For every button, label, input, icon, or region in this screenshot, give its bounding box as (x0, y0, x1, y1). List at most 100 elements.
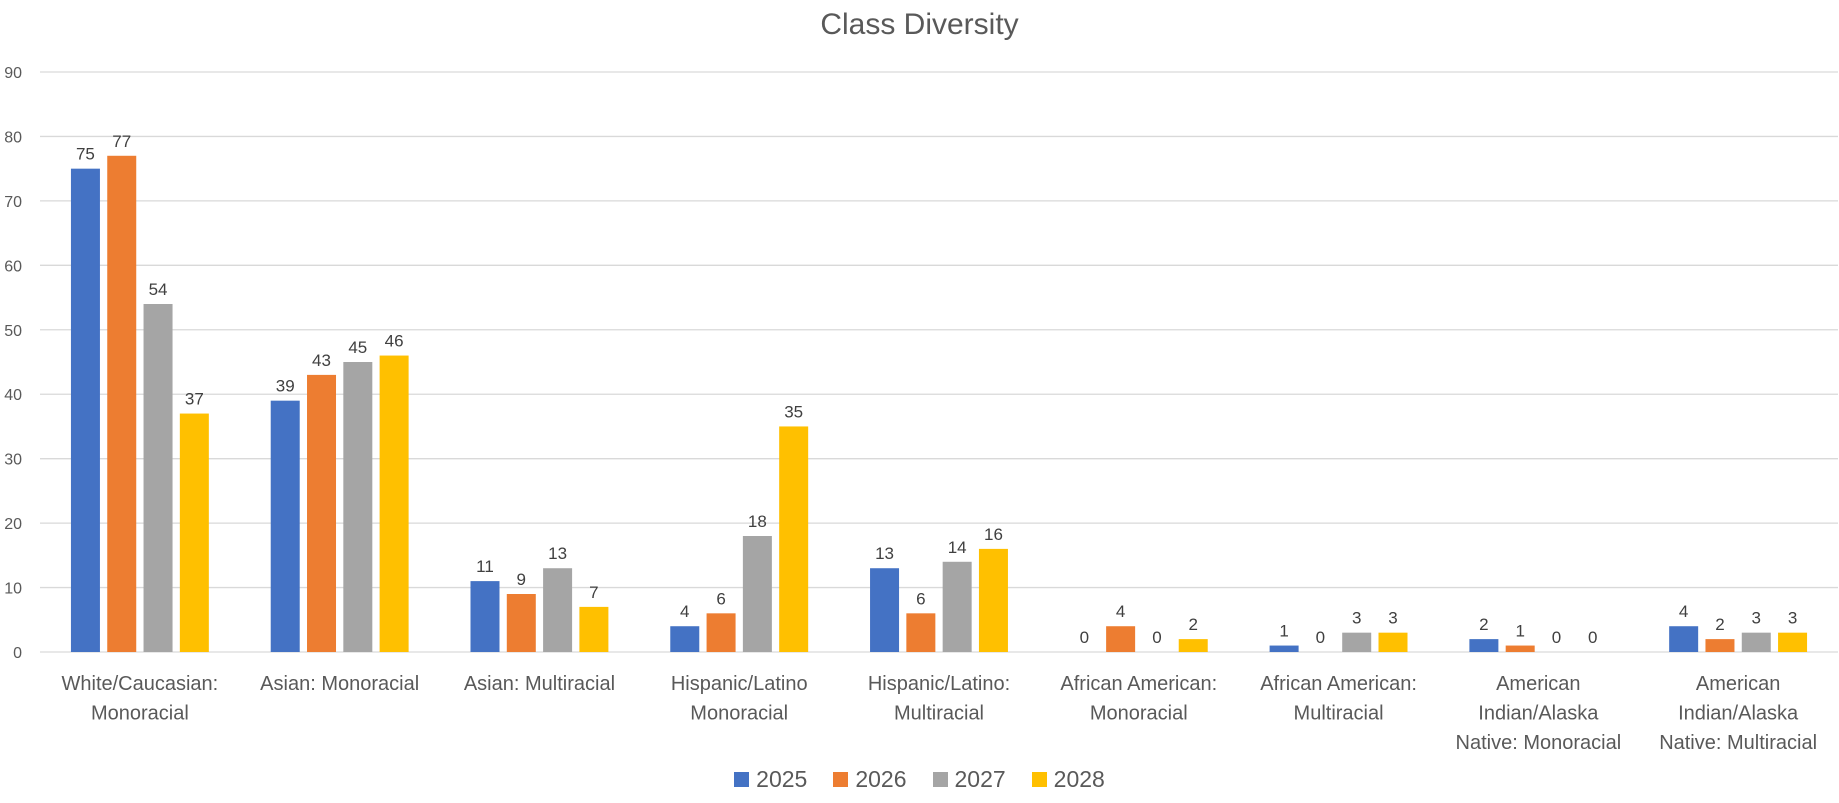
x-tick-label: Native: Multiracial (1659, 732, 1817, 754)
legend-item: 2027 (932, 766, 1006, 793)
bar-2027 (942, 561, 972, 652)
bar-2026 (506, 594, 536, 652)
bar-2026 (1505, 645, 1535, 652)
legend-label: 2026 (855, 766, 907, 792)
data-label: 46 (385, 332, 404, 351)
x-tick-label: Monoracial (91, 703, 189, 725)
bar-2028 (1378, 632, 1408, 652)
bar-2028 (179, 413, 209, 652)
chart-title: Class Diversity (820, 8, 1019, 41)
x-tick-label: African American: (1260, 673, 1417, 695)
data-label: 6 (916, 589, 925, 608)
legend-swatch (932, 772, 948, 787)
data-label: 2 (1479, 615, 1488, 634)
data-label: 3 (1388, 609, 1397, 628)
legend-item: 2028 (1031, 766, 1105, 793)
y-tick-label: 40 (4, 387, 22, 404)
data-label: 3 (1752, 609, 1761, 628)
data-label: 0 (1080, 628, 1089, 647)
data-label: 6 (716, 589, 725, 608)
bar-2025 (70, 168, 100, 652)
data-label: 43 (312, 351, 331, 370)
bar-2028 (779, 426, 809, 652)
bar-2025 (1269, 645, 1299, 652)
data-label: 16 (984, 525, 1003, 544)
x-tick-label: American (1496, 673, 1580, 695)
bar-2025 (870, 568, 900, 652)
y-tick-label: 10 (4, 581, 22, 598)
data-label: 3 (1788, 609, 1797, 628)
x-tick-label: Multiracial (1294, 703, 1384, 725)
bar-2025 (470, 581, 500, 652)
legend-swatch (833, 772, 849, 787)
bar-2026 (107, 155, 137, 652)
data-label: 0 (1552, 628, 1561, 647)
data-label: 3 (1352, 609, 1361, 628)
bar-2026 (307, 374, 337, 652)
x-tick-label: Multiracial (894, 703, 984, 725)
data-label: 2 (1188, 615, 1197, 634)
data-label: 0 (1316, 628, 1325, 647)
legend-item: 2026 (833, 766, 907, 793)
bar-2026 (706, 613, 736, 652)
legend-label: 2028 (1053, 766, 1105, 792)
data-label: 11 (476, 557, 494, 576)
x-tick-label: White/Caucasian: (62, 673, 219, 695)
bar-2027 (742, 536, 772, 652)
bar-2025 (1669, 626, 1699, 652)
legend-label: 2027 (954, 766, 1006, 792)
data-label: 54 (149, 280, 168, 299)
y-tick-label: 60 (4, 258, 22, 275)
x-tick-label: Asian: Monoracial (260, 673, 419, 695)
bar-2028 (379, 355, 409, 652)
y-tick-label: 80 (4, 129, 22, 146)
data-label: 77 (112, 132, 131, 151)
data-label: 2 (1715, 615, 1724, 634)
data-label: 7 (589, 583, 598, 602)
data-label: 18 (748, 512, 767, 531)
bar-2027 (343, 362, 373, 652)
legend-swatch (734, 772, 750, 787)
data-label: 39 (276, 377, 295, 396)
bar-2028 (579, 606, 609, 652)
data-label: 37 (185, 390, 204, 409)
data-label: 13 (548, 544, 567, 563)
x-tick-label: African American: (1060, 673, 1217, 695)
x-tick-label: Asian: Multiracial (464, 673, 615, 695)
y-tick-label: 90 (4, 65, 22, 82)
y-tick-label: 20 (4, 516, 22, 533)
x-tick-label: Monoracial (690, 703, 788, 725)
data-label: 13 (875, 544, 894, 563)
bar-2026 (1106, 626, 1136, 652)
bar-2025 (1469, 639, 1499, 652)
bar-2025 (670, 626, 700, 652)
x-tick-label: American (1696, 673, 1780, 695)
data-label: 45 (348, 338, 367, 357)
data-label: 75 (76, 145, 95, 164)
data-label: 35 (784, 402, 803, 421)
data-label: 1 (1279, 622, 1288, 641)
x-tick-label: Hispanic/Latino: (868, 673, 1010, 695)
data-label: 14 (948, 538, 967, 557)
x-tick-label: Indian/Alaska (1678, 703, 1799, 725)
data-label: 0 (1588, 628, 1597, 647)
data-label: 0 (1152, 628, 1161, 647)
bar-2027 (1741, 632, 1771, 652)
y-tick-label: 30 (4, 452, 22, 469)
bar-2028 (1178, 639, 1208, 652)
y-tick-label: 70 (4, 194, 22, 211)
x-tick-label: Hispanic/Latino (671, 673, 808, 695)
legend: 2025 2026 2027 2028 (0, 766, 1839, 793)
bar-2027 (543, 568, 573, 652)
legend-swatch (1031, 772, 1047, 787)
x-tick-label: Monoracial (1090, 703, 1188, 725)
bar-2028 (978, 548, 1008, 652)
x-tick-label: Indian/Alaska (1478, 703, 1599, 725)
bar-2026 (1705, 639, 1735, 652)
bar-2026 (906, 613, 936, 652)
data-label: 4 (1116, 602, 1125, 621)
bar-2028 (1778, 632, 1808, 652)
data-label: 4 (680, 602, 689, 621)
bar-2027 (143, 304, 173, 652)
